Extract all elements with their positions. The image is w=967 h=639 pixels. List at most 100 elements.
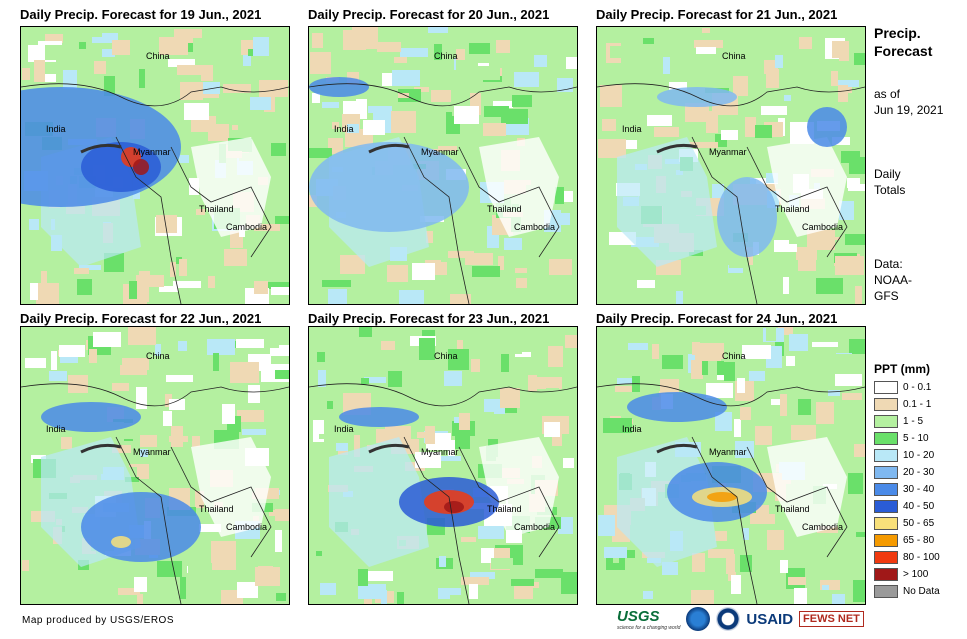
panel-title-3: Daily Precip. Forecast for 21 Jun., 2021 <box>596 7 838 22</box>
logo-strip: USGS science for a changing world USAID … <box>617 606 864 632</box>
legend-rows: 0 - 0.1 0.1 - 1 1 - 5 5 - 10 10 - 20 20 - 30 3… <box>874 379 940 599</box>
legend-label: 50 - 65 <box>903 517 935 529</box>
usgs-logo: USGS science for a changing world <box>617 608 680 631</box>
map-label: Cambodia <box>226 222 267 232</box>
legend-swatch <box>874 499 898 513</box>
map-label: China <box>722 51 746 61</box>
forecast-map-4: China India Myanmar Thailand Cambodia <box>20 326 290 605</box>
map-label: Myanmar <box>133 147 171 157</box>
legend-label: 5 - 10 <box>903 432 929 444</box>
usaid-seal-icon <box>716 607 741 631</box>
legend-item: 20 - 30 <box>874 464 940 480</box>
data-line1: Data: <box>874 257 903 271</box>
fewsnet-logo: FEWS NET <box>799 611 864 627</box>
forecast-map-1: China India Myanmar Thailand Cambodia <box>20 26 290 305</box>
data-line2: NOAA- <box>874 273 913 287</box>
map-label: Thailand <box>775 504 810 514</box>
map-label: China <box>434 351 458 361</box>
forecast-map-6: China India Myanmar Thailand Cambodia <box>596 326 866 605</box>
map-label: India <box>46 424 66 434</box>
map-label: Cambodia <box>514 222 555 232</box>
forecast-map-3: China India Myanmar Thailand Cambodia <box>596 26 866 305</box>
legend-swatch <box>874 482 898 496</box>
side-title-line2: Forecast <box>874 43 933 59</box>
panel-title-6: Daily Precip. Forecast for 24 Jun., 2021 <box>596 311 838 326</box>
map-label: Myanmar <box>421 447 459 457</box>
usgs-tagline: science for a changing world <box>617 624 681 631</box>
map-label: India <box>334 424 354 434</box>
as-of-line1: as of <box>874 87 901 101</box>
map-label: Myanmar <box>421 147 459 157</box>
legend-item: 0.1 - 1 <box>874 396 940 412</box>
map-label: China <box>722 351 746 361</box>
data-line3: GFS <box>874 289 899 303</box>
forecast-map-2: China India Myanmar Thailand Cambodia <box>308 26 578 305</box>
data-source: Data: NOAA- GFS <box>874 256 912 304</box>
map-label: Cambodia <box>802 222 843 232</box>
legend-label: 20 - 30 <box>903 466 935 478</box>
legend-label: 10 - 20 <box>903 449 935 461</box>
legend-label: 0.1 - 1 <box>903 398 932 410</box>
legend-swatch <box>874 448 898 462</box>
map-label: Cambodia <box>802 522 843 532</box>
map-label: Cambodia <box>226 522 267 532</box>
legend-label: 1 - 5 <box>903 415 924 427</box>
legend-swatch <box>874 567 898 581</box>
side-title: Precip. Forecast <box>874 24 932 60</box>
usaid-logo: USAID <box>746 610 794 628</box>
as-of-date: as of Jun 19, 2021 <box>874 86 943 118</box>
legend-label: 40 - 50 <box>903 500 935 512</box>
daily-line1: Daily <box>874 167 901 181</box>
map-label: India <box>622 124 642 134</box>
map-label: Myanmar <box>709 447 747 457</box>
map-label: Thailand <box>199 204 234 214</box>
legend-swatch <box>874 465 898 479</box>
legend-item: 1 - 5 <box>874 413 940 429</box>
legend-swatch <box>874 431 898 445</box>
legend-item: 30 - 40 <box>874 481 940 497</box>
legend-item: 5 - 10 <box>874 430 940 446</box>
legend-label: > 100 <box>903 568 929 580</box>
map-label: Myanmar <box>709 147 747 157</box>
panel-title-4: Daily Precip. Forecast for 22 Jun., 2021 <box>20 311 262 326</box>
map-label: China <box>146 351 170 361</box>
legend-label: 0 - 0.1 <box>903 381 932 393</box>
map-label: Thailand <box>487 504 522 514</box>
legend-swatch <box>874 516 898 530</box>
map-label: India <box>46 124 66 134</box>
usgs-logo-text: USGS <box>617 607 660 625</box>
map-label: Thailand <box>775 204 810 214</box>
map-label: India <box>622 424 642 434</box>
legend: PPT (mm) 0 - 0.1 0.1 - 1 1 - 5 5 - 10 10 - 2… <box>874 362 940 600</box>
legend-item: 80 - 100 <box>874 549 940 565</box>
legend-label: 65 - 80 <box>903 534 935 546</box>
panel-title-1: Daily Precip. Forecast for 19 Jun., 2021 <box>20 7 262 22</box>
noaa-logo-icon <box>686 607 711 631</box>
legend-item: > 100 <box>874 566 940 582</box>
map-label: China <box>434 51 458 61</box>
forecast-map-5: China India Myanmar Thailand Cambodia <box>308 326 578 605</box>
legend-swatch <box>874 584 898 598</box>
map-label: Myanmar <box>133 447 171 457</box>
panel-title-5: Daily Precip. Forecast for 23 Jun., 2021 <box>308 311 550 326</box>
as-of-line2: Jun 19, 2021 <box>874 103 944 117</box>
legend-item: 10 - 20 <box>874 447 940 463</box>
legend-swatch <box>874 550 898 564</box>
map-credit: Map produced by USGS/EROS <box>22 615 175 626</box>
map-label: Thailand <box>199 504 234 514</box>
map-label: India <box>334 124 354 134</box>
legend-swatch <box>874 414 898 428</box>
daily-totals: Daily Totals <box>874 166 905 198</box>
legend-item: No Data <box>874 583 940 599</box>
legend-title: PPT (mm) <box>874 362 931 376</box>
legend-label: 30 - 40 <box>903 483 935 495</box>
legend-label: 80 - 100 <box>903 551 940 563</box>
legend-label: No Data <box>903 585 940 597</box>
side-title-line1: Precip. <box>874 25 921 41</box>
daily-line2: Totals <box>874 183 906 197</box>
map-label: Thailand <box>487 204 522 214</box>
legend-swatch <box>874 397 898 411</box>
legend-item: 50 - 65 <box>874 515 940 531</box>
legend-item: 65 - 80 <box>874 532 940 548</box>
legend-swatch <box>874 533 898 547</box>
